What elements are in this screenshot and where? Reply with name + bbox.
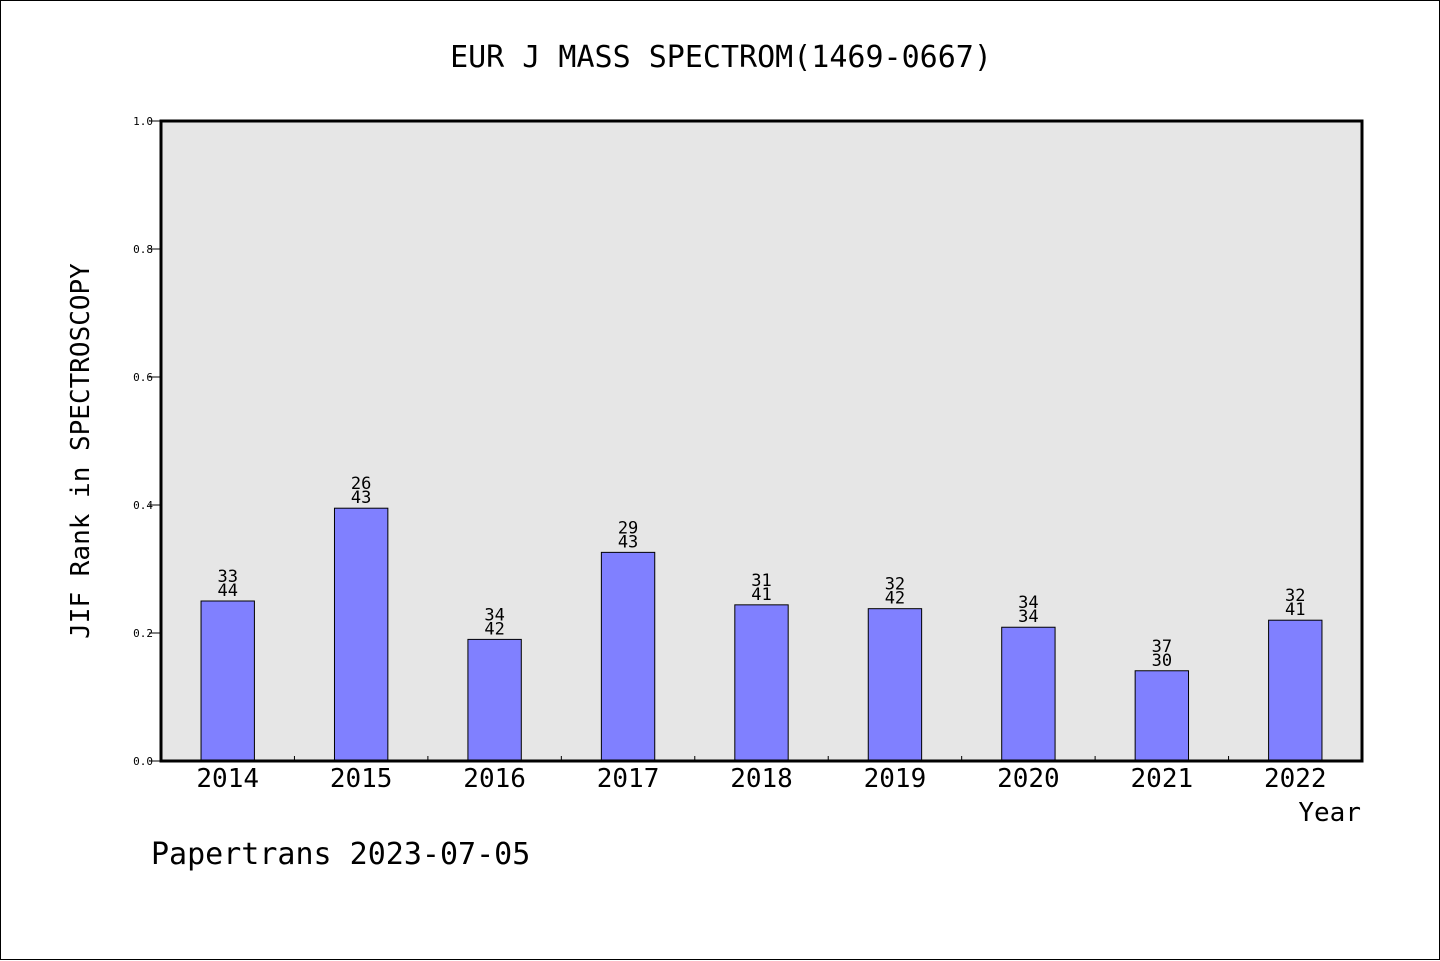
bar-label-rank: 31: [751, 571, 771, 591]
footer-credit: Papertrans 2023-07-05: [151, 837, 530, 872]
bar-label-rank: 26: [351, 474, 371, 494]
bar-label-total: 43: [618, 532, 638, 552]
bar-label-total: 41: [1285, 600, 1305, 620]
bar-label-rank: 34: [484, 605, 504, 625]
x-axis-label: Year: [1298, 798, 1361, 828]
x-tick-label: 2019: [864, 764, 927, 794]
bar-label-rank: 32: [1285, 586, 1305, 606]
x-tick-label: 2022: [1264, 764, 1327, 794]
bar-label-total: 42: [484, 619, 504, 639]
bar-label-total: 41: [751, 585, 771, 605]
x-tick-label: 2018: [730, 764, 793, 794]
x-tick-label: 2020: [997, 764, 1060, 794]
x-axis: 2014 2015 2016 2017 2018 2019 2020 2021 2022: [196, 756, 1327, 794]
bar: [1134, 670, 1190, 762]
y-tick-label: 1.0: [133, 115, 153, 128]
bar-label-rank: 33: [217, 567, 237, 587]
y-axis: 0.0 0.2 0.4 0.6 0.8 1.0: [133, 115, 161, 768]
bar: [333, 507, 389, 762]
bar: [867, 608, 923, 762]
bar-label-total: 43: [351, 488, 371, 508]
bar: [600, 551, 656, 762]
bar: [467, 638, 522, 762]
bar-label-total: 42: [885, 589, 905, 609]
bar: [1001, 626, 1056, 762]
bar-label-rank: 34: [1018, 593, 1038, 613]
bar: [200, 600, 255, 762]
plot-border: [159, 119, 1364, 763]
bar: [734, 604, 789, 762]
bar-label-rank: 32: [885, 575, 905, 595]
bar-label-rank: 37: [1152, 637, 1172, 657]
y-tick-label: 0.6: [133, 371, 153, 384]
y-tick-label: 0.4: [133, 499, 153, 512]
y-tick-label: 0.0: [133, 755, 153, 768]
y-tick-label: 0.8: [133, 243, 153, 256]
bar-label-rank: 29: [618, 518, 638, 538]
x-tick-label: 2016: [463, 764, 526, 794]
bar-label-total: 30: [1152, 651, 1172, 671]
x-tick-label: 2015: [330, 764, 393, 794]
bar-label-total: 44: [217, 581, 237, 601]
x-tick-label: 2021: [1131, 764, 1194, 794]
y-axis-label: JIF Rank in SPECTROSCOPY: [66, 263, 96, 639]
chart-title: EUR J MASS SPECTROM(1469-0667): [450, 40, 992, 75]
x-tick-label: 2014: [196, 764, 259, 794]
bar: [1268, 619, 1323, 762]
bar-label-total: 34: [1018, 607, 1038, 627]
x-tick-label: 2017: [597, 764, 660, 794]
y-tick-label: 0.2: [133, 627, 153, 640]
bar-series: [200, 507, 1323, 762]
